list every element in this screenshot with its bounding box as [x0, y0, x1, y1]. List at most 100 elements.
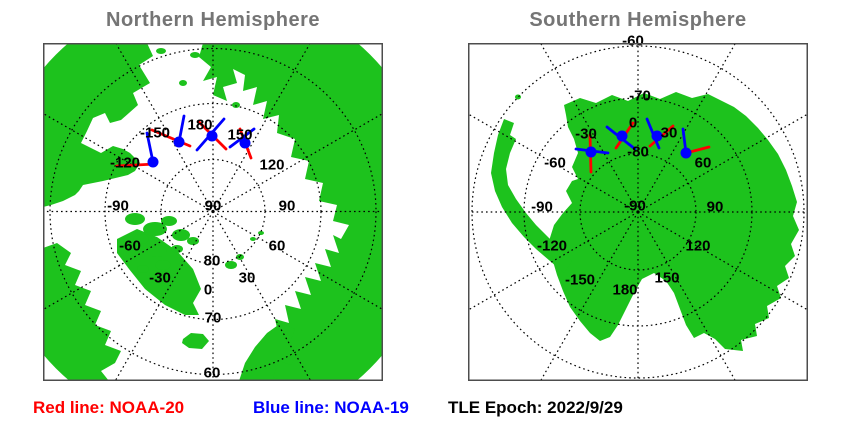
satellite-dot: [680, 147, 692, 159]
island: [125, 213, 145, 225]
island: [250, 237, 256, 241]
satellite-dot: [651, 130, 663, 142]
island: [187, 237, 199, 245]
legend-tle-epoch: TLE Epoch: 2022/9/29: [448, 398, 623, 417]
map-coordinate-label: -80: [627, 144, 649, 161]
south-hemisphere-map: -60 -70 -80 0 -30 30 -60 60 -90 -90 90 -120 120 -150 1…: [468, 33, 808, 381]
meridian-line: [637, 43, 737, 213]
latitude-ring: [579, 153, 697, 271]
land-layer: [491, 92, 799, 351]
satellite-dot: [206, 130, 218, 142]
satellite-dot: [147, 156, 159, 168]
map-coordinate-label: 90: [205, 198, 222, 215]
map-coordinate-label: 70: [205, 310, 222, 327]
meridian-line: [212, 211, 312, 381]
map-coordinate-label: 180: [612, 282, 637, 299]
meridian-line: [212, 112, 383, 213]
map-coordinate-label: -90: [107, 198, 129, 215]
land-polygon: [182, 333, 209, 349]
map-coordinate-label: -70: [629, 88, 651, 105]
land-layer: [43, 43, 383, 381]
land-polygon: [43, 43, 153, 207]
legend-noaa20: Red line: NOAA-20: [33, 398, 185, 417]
map-coordinate-label: -30: [575, 126, 597, 143]
map-coordinate-label: -150: [565, 272, 595, 289]
map-clipped-area: [43, 43, 383, 381]
latitude-ring: [523, 97, 753, 327]
land-polygon: [549, 92, 799, 351]
map-coordinate-label: -90: [624, 198, 646, 215]
map-coordinate-label: -120: [537, 238, 567, 255]
coordinate-labels: -60 -70 -80 0 -30 30 -60 60 -90 -90 90 -120 120 -150 1…: [531, 33, 723, 299]
south-map-title: Southern Hemisphere: [529, 9, 747, 31]
map-coordinate-label: -60: [119, 238, 141, 255]
map-coordinate-label: 90: [707, 199, 724, 216]
satellite-dot: [616, 130, 628, 142]
satellite-layer: [574, 117, 711, 174]
map-coordinate-label: 120: [259, 157, 284, 174]
land-polygon: [491, 119, 572, 273]
north-map-title: Northern Hemisphere: [106, 9, 320, 31]
noaa19-track-line: [228, 127, 256, 149]
meridian-line: [43, 112, 214, 213]
meridian-line: [115, 43, 214, 212]
map-coordinate-label: -30: [149, 270, 171, 287]
meridian-line: [114, 211, 214, 381]
island: [179, 80, 187, 86]
meridian-line: [539, 43, 639, 213]
meridian-line: [539, 211, 639, 381]
meridian-line: [468, 113, 639, 213]
north-hemisphere-map: 180 -150 150 -120 120 -90 90 90 -60 60 -30 30 80 0 70 6…: [43, 43, 383, 382]
map-coordinate-label: 180: [187, 117, 212, 134]
island: [232, 102, 240, 108]
meridian-line: [43, 210, 214, 311]
island: [143, 222, 167, 236]
latitude-ring: [49, 47, 377, 376]
plot-border: [43, 43, 383, 381]
graticule-layer: [468, 43, 808, 381]
island: [190, 52, 200, 58]
map-coordinate-label: 120: [685, 238, 710, 255]
land-polygon: [199, 43, 383, 381]
satellite-dot: [585, 146, 597, 158]
meridian-line: [212, 43, 311, 212]
land-polygon: [43, 243, 121, 381]
map-coordinate-label: 60: [695, 155, 712, 172]
latitude-ring: [471, 45, 805, 379]
coordinate-labels: 180 -150 150 -120 120 -90 90 90 -60 60 -30 30 80 0 70 6…: [107, 117, 295, 382]
satellite-layer: [115, 114, 256, 168]
latitude-ring: [160, 158, 266, 265]
map-clipped-area: [468, 43, 808, 381]
island: [156, 48, 166, 54]
map-coordinate-label: 30: [661, 125, 678, 142]
map-coordinate-label: 150: [654, 270, 679, 287]
island: [171, 245, 183, 253]
land-polygon: [239, 323, 299, 381]
meridian-line: [212, 210, 383, 311]
meridian-line: [637, 211, 808, 311]
island: [225, 261, 237, 269]
map-coordinate-label: -60: [544, 155, 566, 172]
map-coordinate-label: -150: [140, 125, 170, 142]
map-coordinate-label: 150: [227, 127, 252, 144]
map-coordinate-label: 60: [269, 238, 286, 255]
island: [137, 265, 149, 273]
island: [155, 260, 171, 270]
island: [172, 229, 190, 241]
graticule-layer: [43, 43, 383, 381]
meridian-line: [637, 211, 737, 381]
plot-border: [468, 43, 808, 381]
island: [258, 231, 264, 235]
map-coordinate-label: 60: [204, 365, 221, 382]
map-coordinate-label: -60: [622, 33, 644, 50]
map-coordinate-label: -90: [531, 199, 553, 216]
legend-noaa19: Blue line: NOAA-19: [253, 398, 409, 417]
map-coordinate-label: -120: [110, 155, 140, 172]
island: [133, 234, 149, 244]
map-coordinate-label: 80: [204, 253, 221, 270]
meridian-line: [468, 211, 639, 311]
meridian-line: [637, 113, 808, 213]
map-coordinate-label: 0: [204, 282, 212, 299]
island: [236, 254, 244, 260]
